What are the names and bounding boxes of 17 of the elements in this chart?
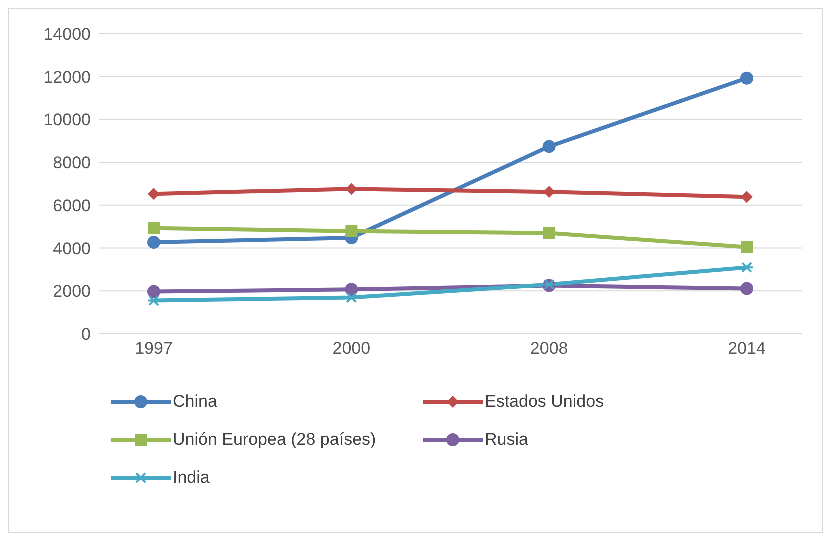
y-tick-label: 4000 [53,239,91,258]
legend-label: China [173,392,218,412]
y-tick-label: 6000 [53,196,91,216]
y-tick-label: 14000 [44,25,91,44]
legend-label: Rusia [485,430,528,450]
legend-label: India [173,468,210,488]
legend-label: Estados Unidos [485,392,604,412]
x-tick-label: 1997 [135,339,173,358]
x-tick-label: 2014 [728,339,766,358]
y-tick-label: 8000 [53,154,91,173]
legend-label: Unión Europea (28 países) [173,430,376,450]
y-tick-label: 2000 [53,282,91,302]
x-tick-label: 2000 [332,339,371,358]
y-tick-label: 0 [82,325,91,344]
x-tick-label: 2008 [530,339,568,358]
y-tick-label: 10000 [44,110,91,130]
y-tick-label: 12000 [44,68,91,87]
